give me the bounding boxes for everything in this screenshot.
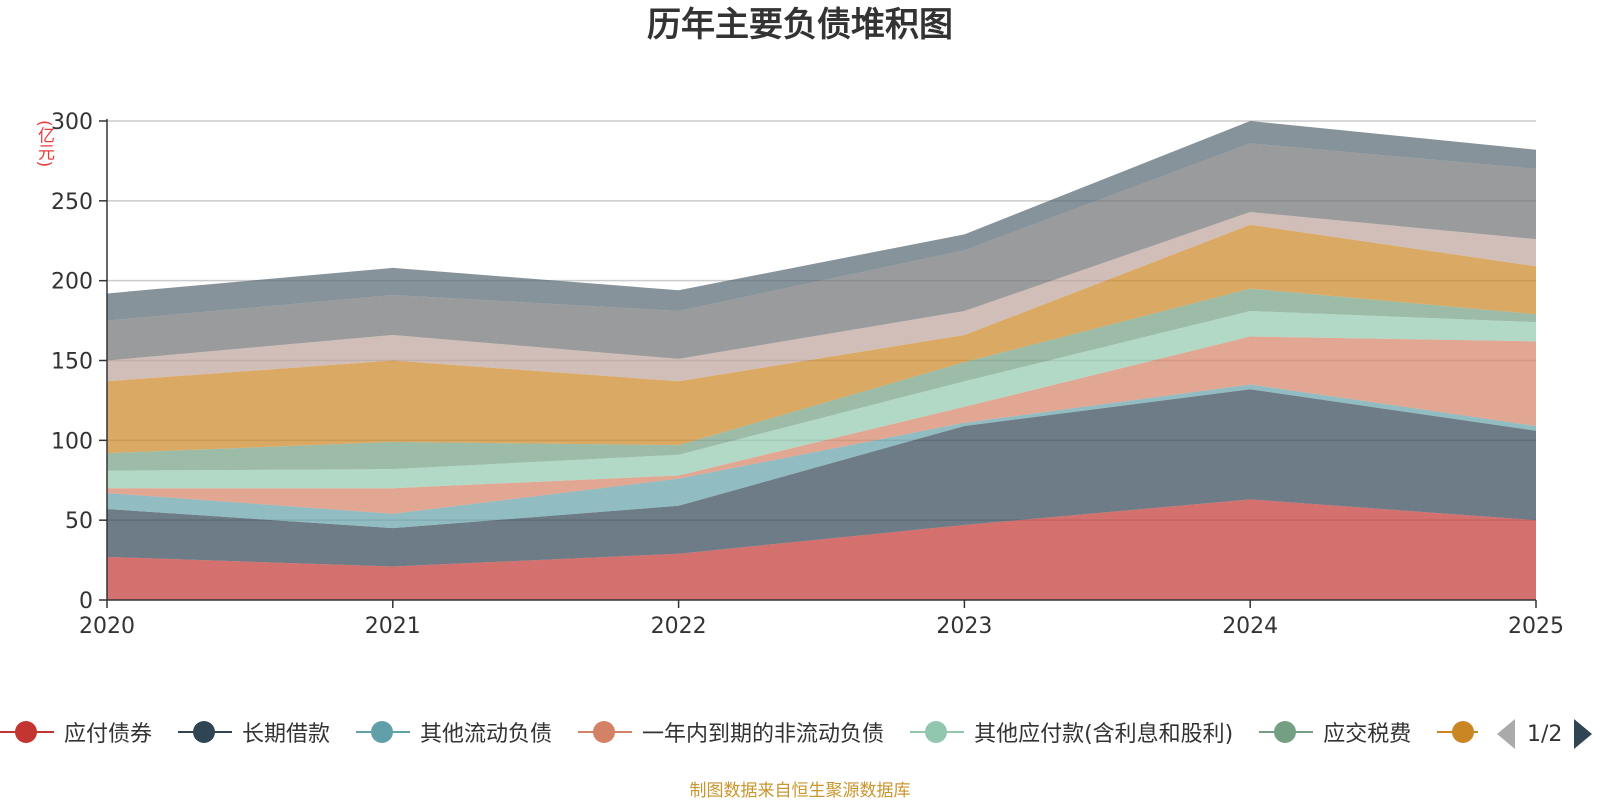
legend-marker-icon bbox=[910, 720, 965, 744]
legend-marker-icon bbox=[0, 720, 54, 744]
y-tick-label: 100 bbox=[51, 429, 93, 454]
x-tick-label: 2023 bbox=[936, 614, 992, 639]
area-series-3 bbox=[107, 384, 1536, 529]
legend-item[interactable]: 应付债券 bbox=[0, 716, 152, 748]
area-series bbox=[107, 121, 1536, 600]
area-series-10 bbox=[107, 121, 1536, 321]
legend-label: 其他流动负债 bbox=[420, 722, 553, 747]
legend: 应付债券 长期借款 其他流动负债 一年内到期的非流动负债 其他应付款(含利息和股利) 应交… bbox=[0, 712, 1478, 752]
y-tick-label: 50 bbox=[65, 509, 93, 534]
legend-pager: 1/2 bbox=[1497, 716, 1593, 752]
legend-page-indicator: 1/2 bbox=[1527, 721, 1563, 747]
x-tick-label: 2025 bbox=[1508, 614, 1564, 639]
y-tick-label: 0 bbox=[79, 589, 93, 614]
legend-marker-icon bbox=[1259, 720, 1314, 744]
legend-label: 应交税费 bbox=[1323, 722, 1412, 747]
x-tick-label: 2020 bbox=[79, 614, 135, 639]
y-axis-unit-label: (亿元) bbox=[34, 120, 54, 168]
area-series-8 bbox=[107, 212, 1536, 382]
triangle-left-icon[interactable] bbox=[1497, 719, 1515, 749]
legend-label: 其他应付款(含利息和股利) bbox=[974, 722, 1234, 747]
x-tick-label: 2022 bbox=[651, 614, 707, 639]
area-series-7 bbox=[107, 224, 1536, 454]
area-series-1 bbox=[107, 499, 1536, 600]
source-note: 制图数据来自恒生聚源数据库 bbox=[689, 781, 911, 801]
x-tick-label: 2024 bbox=[1222, 614, 1278, 639]
legend-marker-icon bbox=[578, 720, 633, 744]
area-series-6 bbox=[107, 288, 1536, 471]
legend-label: 长期借款 bbox=[242, 722, 331, 747]
chart-title: 历年主要负债堆积图 bbox=[647, 5, 953, 45]
legend-marker-icon bbox=[356, 720, 411, 744]
area-series-2 bbox=[107, 389, 1536, 567]
area-series-4 bbox=[107, 336, 1536, 514]
legend-item[interactable]: 应交税费 bbox=[1259, 716, 1411, 748]
triangle-right-icon[interactable] bbox=[1574, 719, 1593, 749]
legend-item[interactable]: 一年内到期的非流动负债 bbox=[578, 716, 884, 748]
area-series-5 bbox=[107, 311, 1536, 489]
legend-item[interactable]: 应付账款 bbox=[1437, 716, 1478, 748]
legend-item[interactable]: 其他应付款(含利息和股利) bbox=[910, 716, 1233, 748]
axes: 0 50 100 150 200 250 300 2020 2021 2022 2023 2024 20… bbox=[51, 110, 1564, 639]
y-tick-label: 200 bbox=[51, 270, 93, 295]
area-series-9 bbox=[107, 143, 1536, 361]
legend-marker-icon bbox=[178, 720, 233, 744]
legend-label: 一年内到期的非流动负债 bbox=[642, 722, 885, 747]
legend-marker-icon bbox=[1437, 720, 1478, 744]
legend-item[interactable]: 长期借款 bbox=[178, 716, 330, 748]
x-tick-label: 2021 bbox=[365, 614, 421, 639]
y-tick-label: 300 bbox=[51, 110, 93, 135]
legend-item[interactable]: 其他流动负债 bbox=[356, 716, 552, 748]
legend-label: 应付债券 bbox=[64, 722, 153, 747]
y-tick-label: 250 bbox=[51, 190, 93, 215]
y-tick-label: 150 bbox=[51, 350, 93, 375]
